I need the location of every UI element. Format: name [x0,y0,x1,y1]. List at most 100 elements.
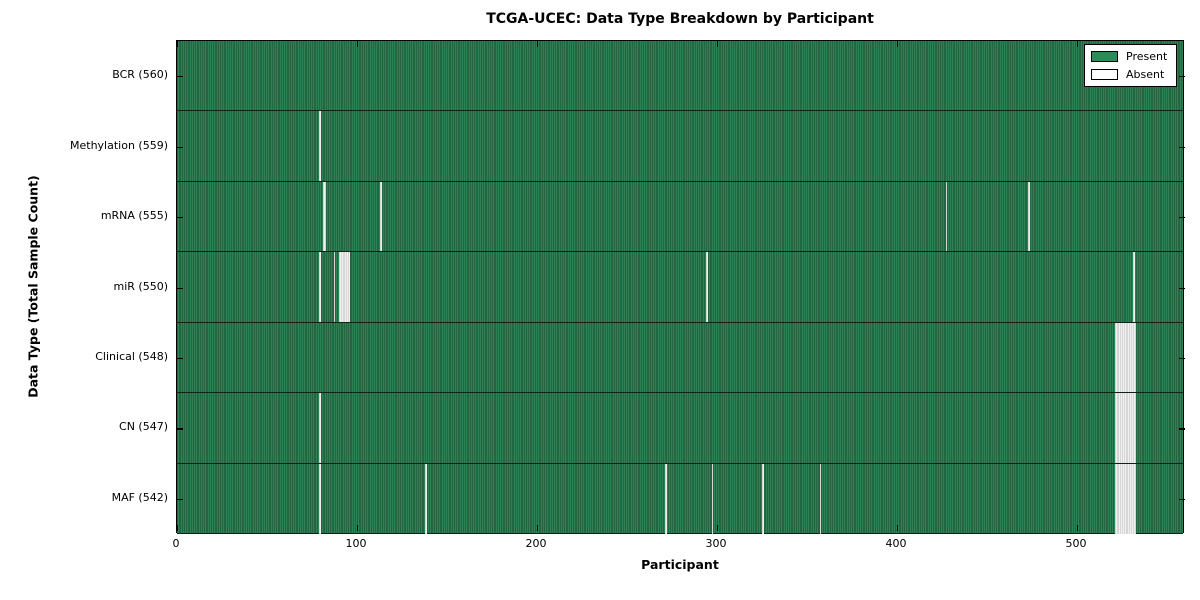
x-tick-mark [717,41,719,47]
x-tick-mark [177,41,179,47]
absent-cell [1129,393,1131,463]
x-tick-label-400: 400 [885,537,907,550]
absent-cell [340,252,343,322]
y-tick-mark [1179,498,1185,500]
absent-cell [1118,322,1121,393]
plot-area: Present Absent [176,40,1185,534]
legend-present-label: Present [1126,50,1168,63]
absent-cell [319,393,321,463]
absent-cell [1131,463,1133,534]
absent-cell [819,463,822,534]
y-tick-mark [177,217,183,219]
heatmap-row-methylation [177,111,1183,182]
absent-cell [706,252,708,322]
x-tick-mark [897,525,899,531]
absent-cell [1127,322,1130,393]
y-tick-mark [177,287,183,289]
x-tick-mark [1077,525,1079,531]
absent-cell [1120,393,1122,463]
absent-cell [348,252,350,322]
chart-title: TCGA-UCEC: Data Type Breakdown by Partic… [486,11,874,27]
legend: Present Absent [1084,44,1177,87]
absent-cell [333,252,336,322]
legend-item-absent: Absent [1091,68,1170,81]
x-tick-label-500: 500 [1065,537,1087,550]
absent-cell [342,252,345,322]
absent-cell [425,463,428,534]
legend-absent-label: Absent [1126,68,1165,81]
absent-cell [319,252,321,322]
absent-cell [1127,393,1130,463]
y-tick-mark [177,146,183,148]
x-tick-mark [357,41,359,47]
absent-cell [762,463,764,534]
absent-cell [1132,393,1135,463]
absent-cell [1122,393,1124,463]
y-tick-mark [177,357,183,360]
absent-cell [322,181,325,252]
absent-cell [1127,463,1130,534]
heatmap-row-cn [177,393,1183,464]
y-tick-mark [1179,76,1185,78]
absent-cell [1120,322,1122,393]
absent-cell [1123,322,1126,393]
absent-cell [319,111,321,181]
absent-cell [324,181,327,252]
absent-cell [1116,393,1119,463]
heatmap-row-bcr [177,41,1183,112]
absent-cell [1125,393,1128,463]
x-tick-mark [537,41,539,47]
absent-cell [346,252,348,322]
x-tick-label-200: 200 [525,537,547,550]
y-tick-mark [1179,357,1185,360]
absent-cell [1118,463,1121,534]
y-tick-label-cn: CN (547) [119,420,168,434]
y-tick-label-mrna: mRNA (555) [100,209,168,223]
x-tick-mark [357,525,359,531]
absent-cell [1132,322,1135,393]
absent-cell [1129,463,1131,534]
y-tick-mark [177,76,183,78]
y-tick-mark [1179,428,1185,430]
x-tick-mark [177,525,179,531]
absent-cell [945,181,948,252]
absent-cell [1125,322,1128,393]
y-tick-label-mir: miR (550) [113,279,169,293]
y-tick-label-methylation: Methylation (559) [70,138,168,152]
legend-absent-swatch [1091,69,1118,80]
absent-cell [1123,393,1126,463]
absent-cell [1132,252,1135,322]
x-tick-mark [897,41,899,47]
heatmap-row-mrna [177,181,1183,253]
absent-cell [1122,322,1124,393]
absent-cell [1125,463,1128,534]
absent-cell [1114,322,1117,393]
absent-cell [1116,463,1119,534]
absent-cell [1120,463,1122,534]
absent-cell [1129,322,1131,393]
heatmap-row-mir [177,252,1183,323]
y-tick-label-bcr: BCR (560) [112,68,168,82]
absent-cell [344,252,347,322]
absent-cell [380,181,383,252]
legend-present-swatch [1091,51,1118,62]
absent-cell [1132,463,1135,534]
absent-cell [1134,322,1137,393]
y-tick-label-maf: MAF (542) [111,490,168,504]
absent-cell [339,252,341,322]
heatmap-row-maf [177,463,1183,534]
absent-cell [1131,393,1133,463]
absent-cell [1122,463,1124,534]
y-tick-mark [177,498,183,500]
absent-cell [1028,181,1031,252]
x-tick-mark [717,525,719,531]
absent-cell [319,463,321,534]
absent-cell [664,463,667,534]
y-tick-mark [1179,146,1185,148]
absent-cell [1123,463,1126,534]
y-tick-mark [1179,287,1185,289]
x-tick-label-100: 100 [345,537,367,550]
absent-cell [1134,463,1137,534]
y-tick-mark [1179,217,1185,219]
